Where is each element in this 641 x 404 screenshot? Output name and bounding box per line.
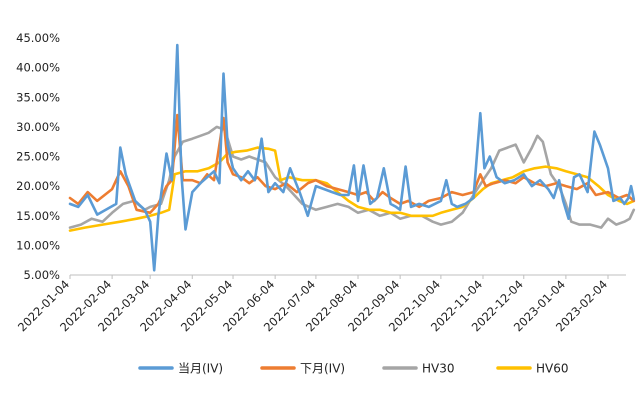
legend-label: 当月(IV) bbox=[178, 362, 223, 376]
series-line-3 bbox=[68, 146, 636, 232]
y-tick-label: 20.00% bbox=[16, 179, 60, 193]
y-axis: 45.00% 40.00% 35.00% 30.00% 25.00% 20.00% 15.0… bbox=[16, 31, 60, 282]
x-axis: 2022-01-042022-02-042022-03-042022-04-04… bbox=[15, 274, 626, 334]
y-tick-label: 45.00% bbox=[16, 31, 60, 45]
y-tick-label: 10.00% bbox=[16, 238, 60, 252]
y-tick-label: 5.00% bbox=[23, 268, 60, 282]
y-tick-label: 25.00% bbox=[16, 150, 60, 164]
legend: 当月(IV) 下月(IV) HV30 HV60 bbox=[138, 362, 569, 376]
y-tick-label: 35.00% bbox=[16, 90, 60, 104]
y-tick-label: 15.00% bbox=[16, 209, 60, 223]
legend-label: HV60 bbox=[536, 362, 569, 376]
series-layer bbox=[68, 43, 636, 272]
y-tick-label: 40.00% bbox=[16, 61, 60, 75]
legend-label: 下月(IV) bbox=[300, 362, 345, 376]
legend-label: HV30 bbox=[422, 362, 455, 376]
series-line-0 bbox=[68, 43, 636, 272]
series-line-1 bbox=[68, 113, 636, 215]
y-tick-label: 30.00% bbox=[16, 120, 60, 134]
